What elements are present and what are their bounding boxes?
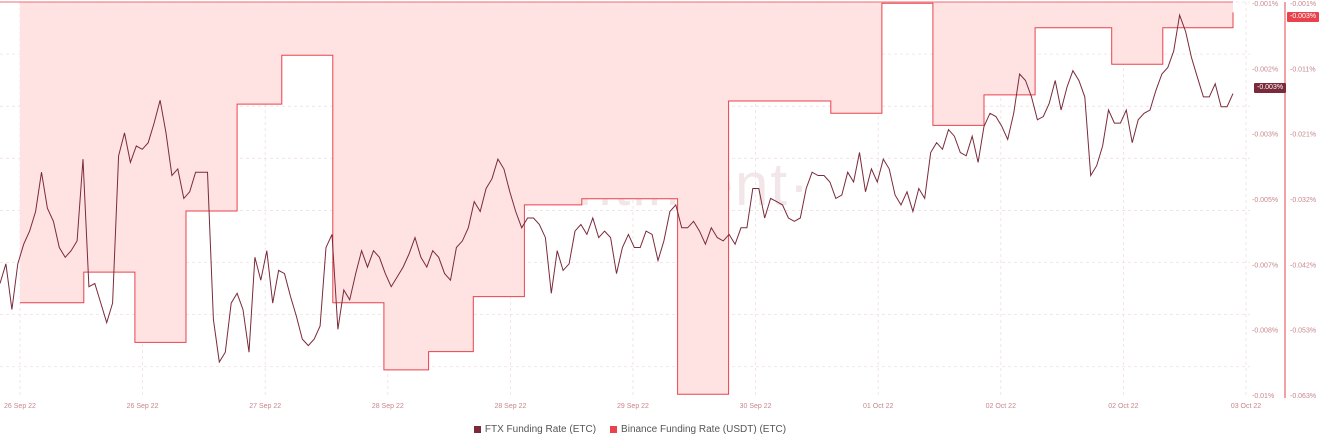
legend-item-ftx[interactable]: FTX Funding Rate (ETC) (473, 424, 597, 435)
x-tick-label: 01 Oct 22 (863, 403, 893, 410)
legend-swatch-ftx (473, 426, 481, 433)
x-tick-label: 28 Sep 22 (372, 403, 404, 410)
x-tick-label: 28 Sep 22 (494, 403, 526, 410)
y-right-tick-label: -0.032% (1290, 197, 1316, 204)
legend-label-ftx: FTX Funding Rate (ETC) (484, 424, 597, 435)
legend-item-binance[interactable]: Binance Funding Rate (USDT) (ETC) (610, 424, 786, 435)
legend-label-binance: Binance Funding Rate (USDT) (ETC) (621, 424, 787, 435)
y-left-tick-label: -0.002% (1252, 66, 1278, 73)
y-left-tick-label: -0.001% (1252, 1, 1278, 8)
x-tick-label: 27 Sep 22 (249, 403, 281, 410)
x-tick-label: 02 Oct 22 (1108, 403, 1138, 410)
x-tick-label: 03 Oct 22 (1231, 403, 1261, 410)
chart-legend: FTX Funding Rate (ETC) Binance Funding R… (0, 424, 1260, 435)
x-tick-label: 30 Sep 22 (740, 403, 772, 410)
axes: 26 Sep 22 26 Sep 22 27 Sep 22 28 Sep 22 28 S… (4, 1, 1316, 410)
x-tick-label: 26 Sep 22 (4, 403, 36, 410)
y-left-tick-label: -0.01% (1252, 393, 1274, 400)
y-right-tick-label: -0.053% (1290, 328, 1316, 335)
x-tick-label: 29 Sep 22 (617, 403, 649, 410)
ftx-line (0, 13, 1234, 364)
y-right-tick-label: -0.063% (1290, 393, 1316, 400)
y-right-tick-label: -0.001% (1290, 1, 1316, 8)
binance-fill-area (20, 2, 1233, 395)
x-tick-label: 26 Sep 22 (127, 403, 159, 410)
binance-current-badge: -0.003% (1287, 12, 1320, 22)
binance-line (20, 2, 1234, 395)
y-left-tick-label: -0.008% (1252, 328, 1278, 335)
y-right-tick-label: -0.011% (1290, 66, 1316, 73)
y-left-tick-label: -0.007% (1252, 262, 1278, 269)
series-lines (0, 1, 1234, 395)
legend-swatch-binance (610, 426, 618, 433)
y-right-tick-label: -0.042% (1290, 262, 1316, 269)
ftx-current-badge: -0.003% (1254, 83, 1287, 93)
x-tick-label: 02 Oct 22 (986, 403, 1016, 410)
y-left-tick-label: -0.003% (1252, 132, 1278, 139)
binance-area (20, 2, 1233, 395)
y-left-tick-label: -0.005% (1252, 197, 1278, 204)
y-right-tick-label: -0.021% (1290, 132, 1316, 139)
